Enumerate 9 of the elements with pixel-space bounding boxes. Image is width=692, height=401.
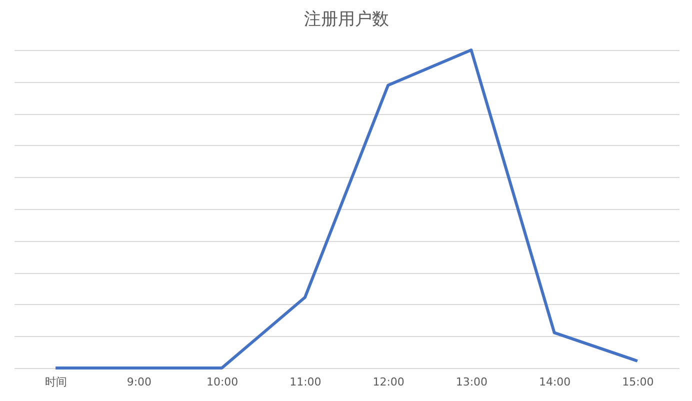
x-tick-label: 时间 bbox=[45, 376, 68, 388]
x-tick-label: 10:00 bbox=[206, 376, 238, 388]
x-tick-label: 11:00 bbox=[290, 376, 322, 388]
x-tick-label: 12:00 bbox=[372, 376, 404, 388]
x-tick-label: 15:00 bbox=[622, 376, 654, 388]
x-tick-label: 14:00 bbox=[538, 376, 571, 388]
x-tick-label: 9:00 bbox=[126, 376, 152, 388]
chart-title: 注册用户数 bbox=[304, 10, 389, 30]
x-tick-label: 13:00 bbox=[456, 376, 488, 388]
